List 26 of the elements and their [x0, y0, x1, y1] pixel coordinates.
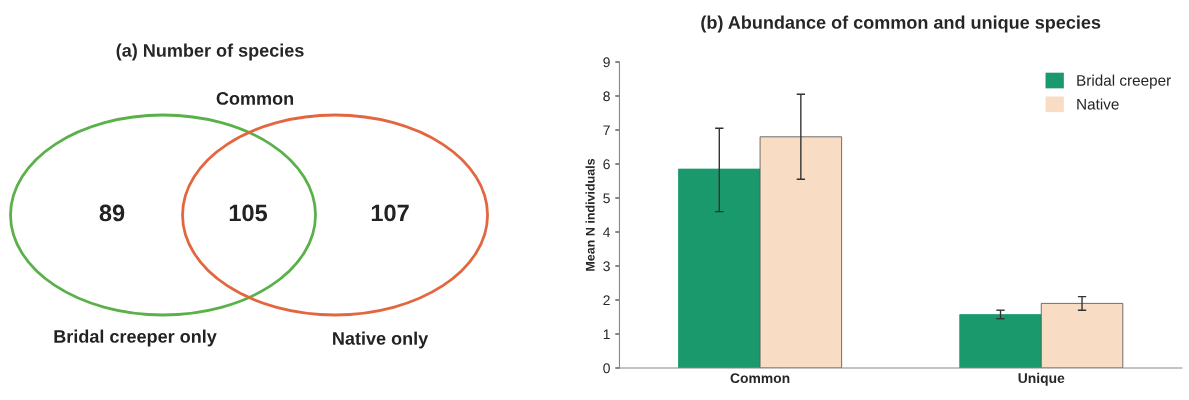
y-tick-label: 5	[603, 193, 610, 204]
y-tick-label: 7	[603, 125, 610, 136]
y-tick-label: 4	[603, 227, 611, 238]
bar	[759, 136, 843, 368]
y-tick-label: 9	[603, 57, 610, 68]
y-tick-label: 8	[603, 91, 610, 102]
y-tick-label: 6	[603, 159, 610, 170]
legend-label: Bridal creeper	[1077, 74, 1171, 89]
bar	[678, 168, 761, 368]
y-axis-title: Mean N individuals	[585, 158, 595, 271]
category-label: Native only	[333, 331, 429, 349]
y-tick-label: 2	[603, 295, 610, 306]
category-label: Bridal creeper only	[54, 329, 217, 347]
bar	[1040, 302, 1124, 368]
legend-label: Native	[1077, 98, 1119, 110]
text: (a) Number of species	[116, 43, 304, 61]
y-tick-label: 0	[603, 363, 610, 374]
y-tick-label: 3	[603, 261, 610, 272]
category-label: Common	[216, 92, 294, 105]
y-tick-label: 1	[603, 329, 610, 340]
data-label: 107	[371, 204, 409, 222]
x-tick-label: Unique	[1018, 372, 1065, 386]
data-label: 89	[99, 204, 125, 222]
chart-title: (b) Abundance of common and unique species	[701, 15, 1101, 33]
bar	[959, 314, 1042, 368]
data-label: 105	[229, 204, 268, 222]
